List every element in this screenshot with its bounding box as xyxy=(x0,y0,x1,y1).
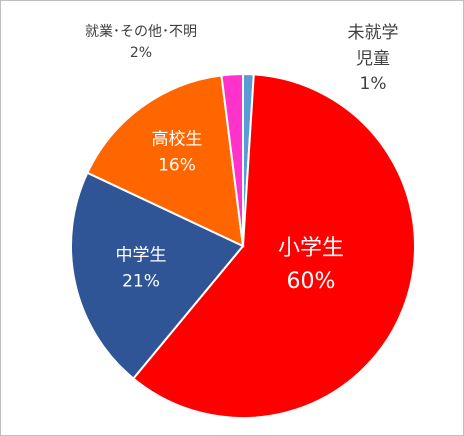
slice-label: 中学生 21% xyxy=(101,244,181,295)
category-label: 未就学児童 xyxy=(347,22,399,69)
slice-label: 未就学児童 1% xyxy=(343,21,403,98)
pie-slice xyxy=(70,171,245,380)
value-label: 2% xyxy=(129,45,153,61)
category-label: 小学生 xyxy=(277,236,344,261)
category-label: 就業･その他･不明 xyxy=(85,24,197,40)
value-label: 21% xyxy=(122,271,160,291)
slice-label: 小学生 60% xyxy=(261,232,361,298)
category-label: 高校生 xyxy=(151,129,203,150)
value-label: 16% xyxy=(158,155,196,175)
value-label: 60% xyxy=(286,269,336,294)
category-label: 中学生 xyxy=(115,245,167,266)
slice-label: 就業･その他･不明 2% xyxy=(41,22,241,64)
pie-slice xyxy=(131,73,416,419)
pie-slice xyxy=(220,72,244,247)
slice-label: 高校生 16% xyxy=(137,128,217,179)
pie-slice xyxy=(86,74,245,248)
value-label: 1% xyxy=(359,73,387,94)
